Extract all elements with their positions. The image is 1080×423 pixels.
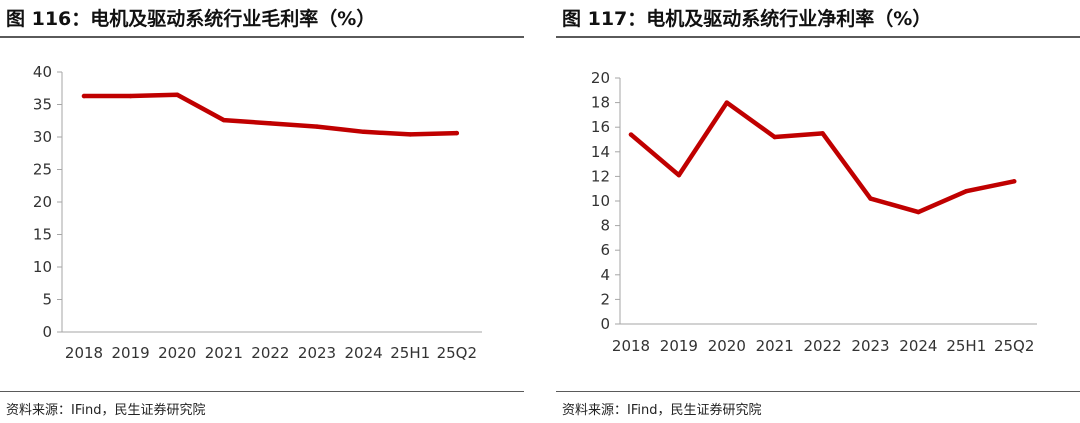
- x-tick-label: 25H1: [946, 337, 986, 355]
- x-tick-label: 25Q2: [437, 344, 477, 362]
- x-tick-label: 2023: [298, 344, 336, 362]
- data-point: [408, 132, 413, 137]
- y-tick-label: 20: [33, 193, 52, 211]
- data-point: [964, 188, 969, 194]
- y-tick-label: 0: [42, 323, 52, 341]
- x-tick-label: 2024: [345, 344, 383, 362]
- source-note: 资料来源：IFind，民生证券研究院: [6, 403, 206, 418]
- data-point: [772, 134, 777, 140]
- data-point: [1012, 179, 1017, 184]
- data-point: [361, 129, 366, 134]
- y-tick-label: 16: [591, 118, 610, 136]
- x-tick-label: 2019: [112, 344, 150, 362]
- source-note: 资料来源：IFind，民生证券研究院: [562, 403, 762, 418]
- data-point: [314, 124, 320, 129]
- x-tick-label: 2020: [708, 337, 746, 355]
- y-tick-label: 40: [33, 63, 52, 81]
- y-tick-label: 8: [600, 217, 610, 235]
- y-tick-label: 2: [600, 290, 610, 308]
- x-tick-label: 2022: [804, 337, 842, 355]
- y-tick-label: 10: [591, 192, 610, 210]
- data-point: [676, 172, 682, 178]
- x-tick-label: 2024: [899, 337, 937, 355]
- chart-panel-gross-margin: 图 116：电机及驱动系统行业毛利率（%） 0 5 10 15 20 25 30 35 40 20…: [0, 0, 524, 423]
- x-tick-label: 2019: [660, 337, 698, 355]
- series-line: [81, 92, 460, 137]
- x-tick-label: 2018: [612, 337, 650, 355]
- x-tick-label: 2023: [851, 337, 889, 355]
- y-tick-label: 0: [600, 315, 610, 333]
- data-point: [128, 93, 133, 99]
- data-point: [81, 93, 87, 99]
- y-tick-label: 12: [591, 167, 610, 185]
- x-tick-label: 25Q2: [994, 337, 1034, 355]
- gross-margin-line-chart: 0 5 10 15 20 25 30 35 40 2018 2019 2020 2021 2022 2023…: [33, 63, 482, 362]
- data-point: [868, 196, 873, 201]
- chart-title: 图 116：电机及驱动系统行业毛利率（%）: [6, 8, 376, 30]
- x-tick-label: 2020: [158, 344, 196, 362]
- y-tick-label: 25: [33, 161, 52, 179]
- data-point: [268, 121, 273, 126]
- y-tick-label: 30: [33, 128, 52, 146]
- y-tick-label: 15: [33, 226, 52, 244]
- data-point: [221, 117, 226, 123]
- y-tick-label: 10: [33, 258, 52, 276]
- data-point: [175, 92, 180, 97]
- y-tick-label: 4: [600, 266, 610, 284]
- x-tick-label: 2021: [756, 337, 794, 355]
- y-tick-label: 20: [591, 69, 610, 87]
- x-tick-label: 2018: [65, 344, 103, 362]
- chart-title: 图 117：电机及驱动系统行业净利率（%）: [562, 8, 932, 30]
- data-point: [454, 130, 459, 136]
- data-point: [628, 132, 634, 137]
- title-divider: [0, 36, 524, 38]
- data-point: [916, 209, 921, 215]
- y-tick-label: 35: [33, 96, 52, 114]
- data-point: [724, 100, 729, 105]
- net-margin-line-chart: 0 2 4 6 8 10 12 14 16 18 20 2018 2019 2020 2021 2022 202…: [591, 69, 1037, 355]
- title-divider: [556, 36, 1080, 38]
- y-tick-label: 18: [591, 94, 610, 112]
- y-tick-label: 6: [600, 241, 610, 259]
- chart-panel-net-margin: 图 117：电机及驱动系统行业净利率（%） 0 2 4 6 8 10 12 14 16 18 20 2…: [556, 0, 1080, 423]
- x-tick-label: 2022: [251, 344, 289, 362]
- y-tick-label: 5: [42, 291, 52, 309]
- series-line: [628, 100, 1017, 215]
- data-point: [820, 131, 825, 136]
- y-tick-label: 14: [591, 143, 610, 161]
- x-tick-label: 25H1: [390, 344, 430, 362]
- source-divider: [0, 391, 524, 392]
- source-divider: [556, 391, 1080, 392]
- x-tick-label: 2021: [205, 344, 243, 362]
